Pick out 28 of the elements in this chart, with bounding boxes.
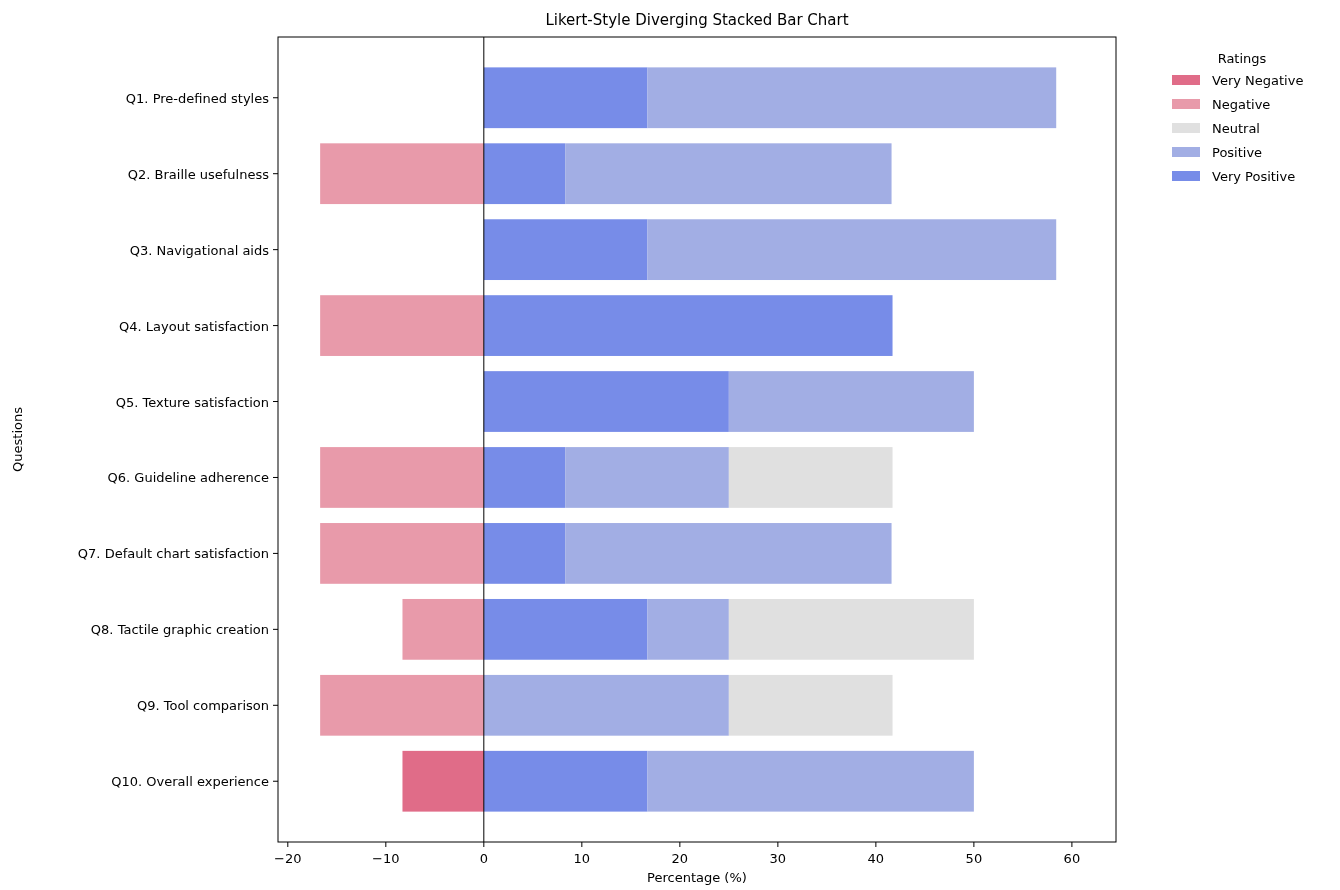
x-tick-label: −10	[372, 851, 400, 866]
x-tick-label: 0	[479, 851, 488, 866]
x-tick-label: 20	[671, 851, 689, 866]
x-tick-label: −20	[274, 851, 302, 866]
y-tick-label: Q3. Navigational aids	[129, 242, 270, 258]
y-tick-label: Q8. Tactile graphic creation	[90, 622, 269, 638]
legend-label: Very Negative	[1212, 73, 1304, 88]
y-tick-label: Q9. Tool comparison	[136, 698, 269, 714]
legend-label: Positive	[1212, 145, 1263, 160]
chart-title: Likert-Style Diverging Stacked Bar Chart	[545, 11, 849, 29]
y-axis-title: Questions	[10, 406, 25, 472]
y-tick-label: Q10. Overall experience	[111, 774, 269, 790]
y-tick-label: Q2. Braille usefulness	[127, 166, 270, 182]
legend-label: Very Positive	[1212, 169, 1296, 184]
y-tick-label: Q5. Texture satisfaction	[115, 394, 269, 410]
x-tick-label: 50	[965, 851, 983, 866]
legend-label: Negative	[1212, 97, 1271, 112]
y-tick-label: Q6. Guideline adherence	[107, 470, 269, 486]
x-tick-label: 10	[573, 851, 591, 866]
y-tick-label: Q7. Default chart satisfaction	[77, 546, 269, 562]
x-tick-label: 30	[769, 851, 787, 866]
x-axis-title: Percentage (%)	[647, 870, 747, 885]
x-tick-label: 60	[1063, 851, 1081, 866]
legend-title: Ratings	[1217, 51, 1267, 66]
x-tick-label: 40	[867, 851, 885, 866]
y-tick-label: Q4. Layout satisfaction	[119, 318, 269, 334]
y-tick-label: Q1. Pre-defined styles	[125, 90, 270, 106]
legend-label: Neutral	[1212, 121, 1260, 136]
